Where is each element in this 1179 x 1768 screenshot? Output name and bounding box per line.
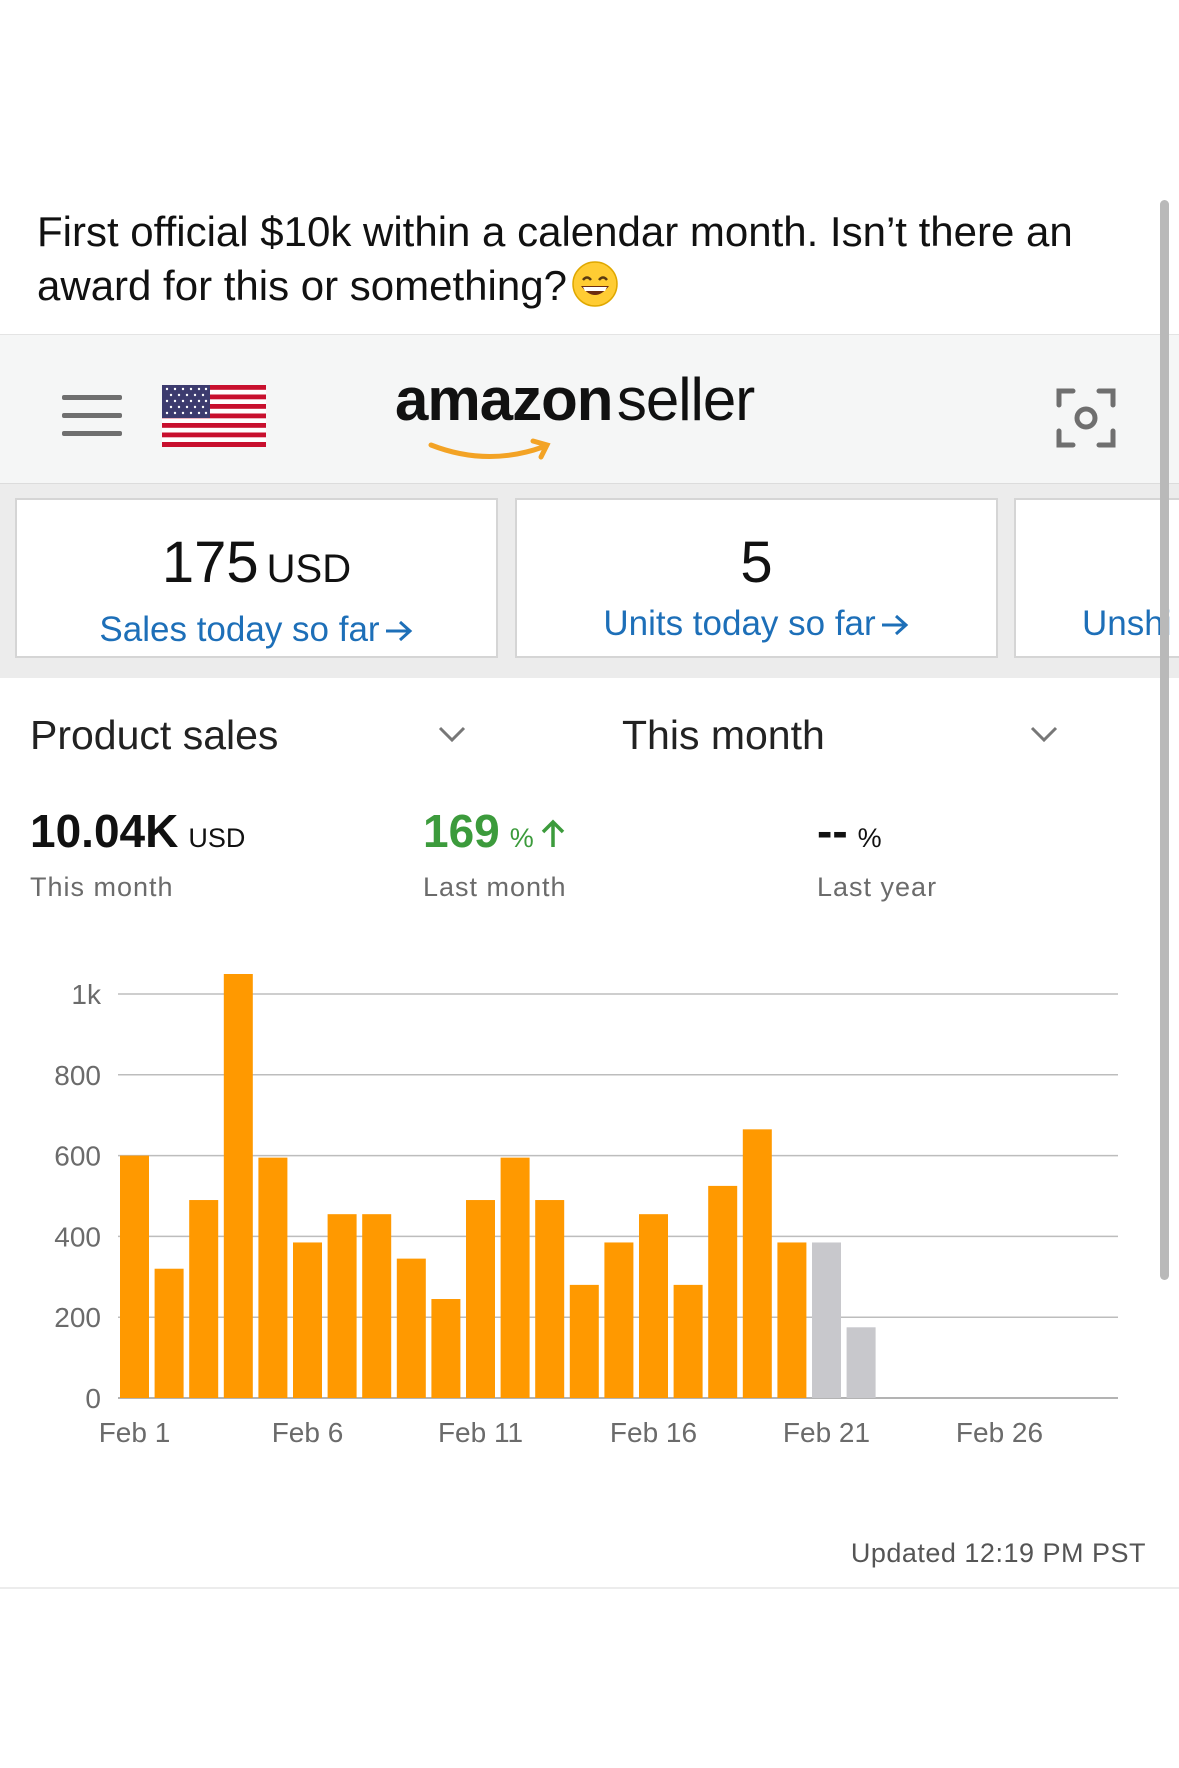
change-value: 169 xyxy=(423,805,500,857)
chart-bar xyxy=(846,1327,876,1398)
year-label: Last year xyxy=(817,872,938,902)
sales-today-unit: USD xyxy=(266,547,352,591)
arrow-up-icon xyxy=(541,819,565,847)
x-tick-label: Feb 26 xyxy=(956,1417,1043,1448)
y-tick-label: 400 xyxy=(54,1221,101,1252)
units-today-value: 5 xyxy=(740,530,773,595)
seller-app: amazon seller 175 USD Sales today so far … xyxy=(0,334,1179,1589)
unshipped-card[interactable]: Unshi xyxy=(1014,498,1179,658)
x-tick-label: Feb 11 xyxy=(438,1417,523,1448)
chevron-down-icon xyxy=(1030,726,1058,743)
chart-bar xyxy=(362,1214,392,1398)
year-value: -- xyxy=(817,805,848,857)
chart-bar xyxy=(189,1200,219,1398)
y-tick-label: 1k xyxy=(71,979,102,1010)
y-tick-label: 800 xyxy=(54,1060,101,1091)
x-tick-label: Feb 21 xyxy=(783,1417,870,1448)
sales-today-label: Sales today so far xyxy=(17,610,496,650)
main-unit: USD xyxy=(188,823,246,853)
chart-bar xyxy=(673,1284,703,1398)
units-today-card[interactable]: 5 Units today so far xyxy=(515,498,998,658)
unshipped-label: Unshi xyxy=(1082,604,1172,643)
chart-bar xyxy=(223,974,253,1398)
us-flag-icon[interactable] xyxy=(162,385,266,447)
arrow-right-icon xyxy=(881,614,908,636)
unshipped-value xyxy=(1016,530,1179,596)
chart-bar xyxy=(639,1214,668,1398)
y-tick-label: 600 xyxy=(54,1141,101,1172)
post-text: First official $10k within a calendar mo… xyxy=(37,205,1147,313)
chart-bar xyxy=(154,1268,184,1398)
change-unit: % xyxy=(509,823,534,853)
chart-bar xyxy=(708,1185,738,1398)
year-unit: % xyxy=(857,823,882,853)
y-tick-label: 200 xyxy=(54,1302,101,1333)
chart-bar xyxy=(431,1299,461,1398)
chevron-down-icon xyxy=(438,726,466,743)
period-dropdown[interactable]: This month xyxy=(622,712,1062,772)
metric-last-month: 169% Last month xyxy=(423,804,567,903)
logo-word-seller: seller xyxy=(616,366,755,433)
chart-bar xyxy=(293,1242,322,1398)
amazon-seller-logo: amazon seller xyxy=(395,365,795,465)
chart-bar xyxy=(777,1242,807,1398)
arrow-right-icon xyxy=(385,620,412,642)
main-label: This month xyxy=(30,872,174,902)
logo-word-amazon: amazon xyxy=(395,366,613,433)
amazon-smile-icon xyxy=(428,438,551,460)
grinning-face-icon xyxy=(572,261,618,307)
x-tick-label: Feb 6 xyxy=(272,1417,344,1448)
x-tick-label: Feb 16 xyxy=(610,1417,697,1448)
metric-last-year: --% Last year xyxy=(817,804,937,903)
period-dropdown-value: This month xyxy=(622,712,825,758)
metric-dropdown-value: Product sales xyxy=(30,712,279,758)
main-value: 10.04K xyxy=(30,805,179,857)
chart-bar xyxy=(535,1200,565,1398)
app-header: amazon seller xyxy=(0,334,1179,485)
x-tick-label: Feb 1 xyxy=(99,1417,171,1448)
change-label: Last month xyxy=(423,872,567,902)
chart-bar xyxy=(327,1214,357,1398)
scan-icon[interactable] xyxy=(1055,387,1117,449)
chart-bar xyxy=(258,1157,288,1398)
post-caption: First official $10k within a calendar mo… xyxy=(37,208,1073,309)
units-today-label: Units today so far xyxy=(517,604,996,644)
updated-timestamp: Updated 12:19 PM PST xyxy=(850,1538,1146,1568)
chart-bar xyxy=(604,1242,634,1398)
scrollbar[interactable] xyxy=(1160,200,1169,1280)
product-sales-chart: 0 200 400 600 800 1k Feb 1 Feb 6 Feb 11 Feb 16 Feb… xyxy=(54,974,1118,1448)
sales-today-card[interactable]: 175 USD Sales today so far xyxy=(15,498,498,658)
y-tick-label: 0 xyxy=(85,1383,101,1414)
chart-bar xyxy=(742,1129,772,1398)
chart-bar xyxy=(120,1155,149,1398)
chart-bar xyxy=(500,1157,530,1398)
sales-today-value: 175 USD xyxy=(161,530,352,595)
chart-bar xyxy=(569,1284,599,1398)
summary-cards: 175 USD Sales today so far 5 Units today … xyxy=(0,484,1179,678)
chart-bar xyxy=(812,1242,841,1398)
chart-bar xyxy=(466,1200,495,1398)
metric-dropdown[interactable]: Product sales xyxy=(30,712,470,772)
hamburger-menu-icon[interactable] xyxy=(62,395,122,439)
divider xyxy=(0,1587,1179,1589)
chart-bar xyxy=(396,1258,426,1398)
metric-this-month: 10.04K USD This month xyxy=(30,804,245,903)
